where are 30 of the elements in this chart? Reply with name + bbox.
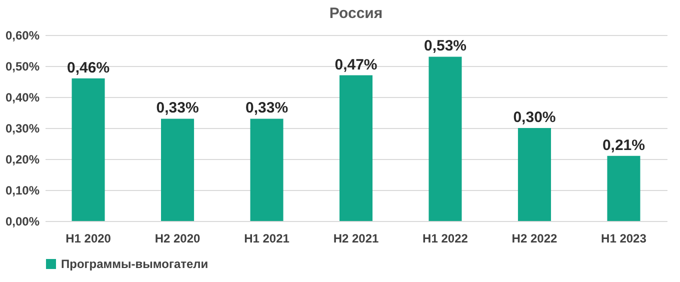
data-label: 0,53% [424, 38, 467, 55]
y-tick-label: 0,10% [5, 184, 40, 198]
data-label: 0,21% [602, 136, 645, 154]
bar [72, 78, 105, 221]
x-tick-label: H1 2023 [601, 232, 647, 246]
data-label: 0,30% [513, 109, 556, 126]
bar [428, 56, 462, 221]
y-tick-label: 0,60% [5, 28, 40, 42]
x-tick-label: H1 2022 [422, 232, 468, 246]
y-tick-label: 0,00% [5, 214, 40, 228]
y-tick-label: 0,40% [5, 90, 40, 104]
data-label: 0,33% [156, 100, 199, 117]
y-tick-label: 0,30% [5, 122, 40, 136]
data-label: 0,33% [245, 100, 288, 117]
bar [161, 118, 194, 221]
bar [607, 156, 640, 221]
y-tick-label: 0,20% [5, 152, 40, 166]
x-tick-label: H2 2021 [333, 232, 380, 246]
x-tick-label: H2 2020 [154, 232, 201, 246]
data-label: 0,46% [67, 59, 110, 76]
data-label: 0,47% [334, 56, 378, 74]
legend-label: Программы-вымогатели [61, 257, 208, 271]
x-tick-label: H2 2022 [512, 232, 558, 246]
x-tick-label: H1 2020 [66, 232, 112, 246]
bar [250, 118, 284, 221]
y-tick-label: 0,50% [5, 60, 40, 74]
chart-title: Россия [329, 5, 383, 22]
bar [518, 128, 551, 221]
x-tick-label: H1 2021 [244, 232, 290, 246]
bar [339, 75, 373, 221]
